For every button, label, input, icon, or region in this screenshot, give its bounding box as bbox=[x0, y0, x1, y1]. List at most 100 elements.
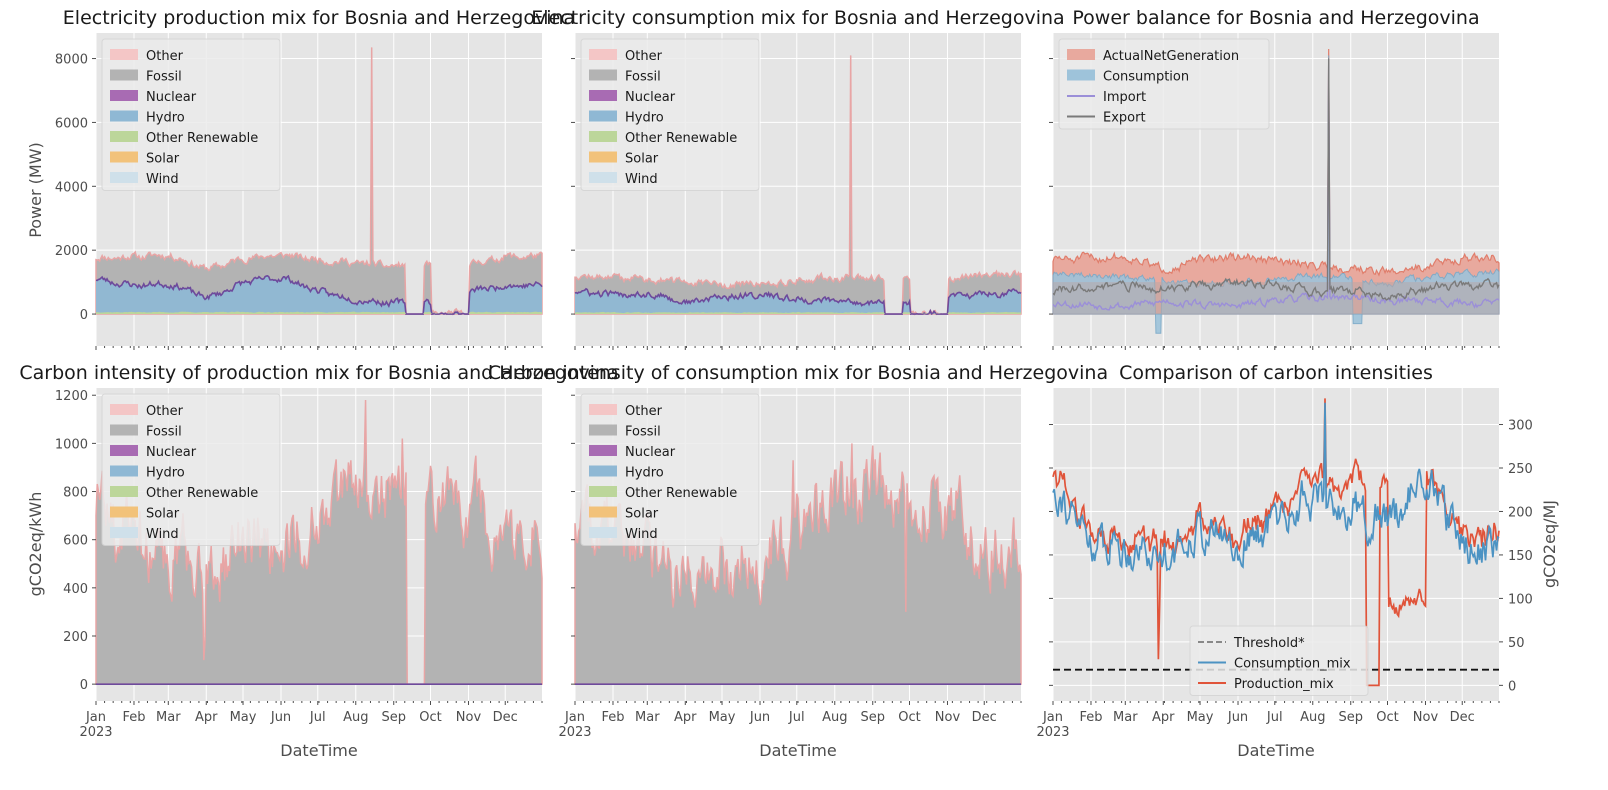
y-axis-label: gCO2eq/MJ bbox=[1540, 500, 1559, 588]
legend-swatch bbox=[589, 151, 617, 163]
legend-swatch bbox=[1067, 69, 1095, 81]
legend-label: Solar bbox=[625, 507, 659, 522]
legend-swatch bbox=[110, 172, 138, 183]
legend-swatch bbox=[110, 424, 138, 436]
legend-label: Nuclear bbox=[146, 445, 197, 460]
legend-label: Solar bbox=[146, 152, 180, 167]
legend-label: Wind bbox=[625, 172, 658, 187]
legend-swatch bbox=[589, 404, 617, 415]
legend: ActualNetGeneration Consumption Import Expo… bbox=[1058, 38, 1270, 130]
legend-label: Hydro bbox=[146, 111, 185, 126]
legend-swatch bbox=[110, 404, 138, 415]
x-tick-label: Jun bbox=[1227, 710, 1248, 725]
panel-ci_prod: Carbon intensity of production mix for B… bbox=[19, 362, 618, 760]
legend-swatch bbox=[589, 172, 617, 183]
legend-swatch bbox=[110, 465, 138, 477]
legend-swatch bbox=[589, 424, 617, 436]
legend-label: Fossil bbox=[146, 70, 182, 85]
legend-label: Import bbox=[1103, 90, 1146, 105]
legend: Other Fossil Nuclear Hydro Other Renewable So… bbox=[580, 38, 760, 191]
chart-title: Power balance for Bosnia and Herzegovina bbox=[1072, 7, 1479, 29]
legend-label: Wind bbox=[146, 527, 179, 542]
x-axis-label: DateTime bbox=[759, 741, 836, 760]
production-mix-line bbox=[1052, 398, 1500, 687]
legend-label: Other bbox=[146, 49, 184, 64]
legend-swatch bbox=[110, 151, 138, 163]
x-tick-label: May bbox=[709, 710, 736, 725]
y-tick-label: 800 bbox=[63, 486, 88, 501]
legend-label: Nuclear bbox=[146, 90, 197, 105]
legend-label: Wind bbox=[625, 527, 658, 542]
x-tick-label: Oct bbox=[419, 710, 441, 725]
legend-swatch bbox=[110, 506, 138, 518]
legend-swatch bbox=[589, 445, 617, 456]
x-tick-label: Aug bbox=[1300, 710, 1325, 725]
x-tick-label: Dec bbox=[493, 710, 518, 725]
y-tick-label: 0 bbox=[1508, 679, 1516, 694]
y-tick-label: 200 bbox=[1508, 505, 1533, 520]
y-tick-label: 6000 bbox=[55, 116, 88, 131]
legend-label: Other Renewable bbox=[625, 486, 737, 501]
legend-swatch bbox=[110, 90, 138, 101]
x-tick-label: May bbox=[1187, 710, 1214, 725]
chart-title: Electricity consumption mix for Bosnia a… bbox=[531, 7, 1064, 29]
x-year-label: 2023 bbox=[558, 725, 591, 740]
legend-swatch bbox=[110, 527, 138, 538]
legend-frame bbox=[1189, 625, 1369, 696]
chart-title: Carbon intensity of consumption mix for … bbox=[488, 362, 1108, 384]
legend-label: Hydro bbox=[625, 111, 664, 126]
x-axis-label: DateTime bbox=[280, 741, 357, 760]
legend: Other Fossil Nuclear Hydro Other Renewable So… bbox=[101, 38, 281, 191]
legend-frame bbox=[580, 38, 760, 191]
y-axis-label: gCO2eq/kWh bbox=[26, 492, 45, 597]
legend-label: Consumption_mix bbox=[1234, 657, 1351, 672]
legend: Threshold* Consumption_mix Production_mix bbox=[1189, 625, 1369, 696]
y-tick-label: 2000 bbox=[55, 244, 88, 259]
x-year-label: 2023 bbox=[1036, 725, 1069, 740]
legend-label: Other Renewable bbox=[146, 486, 258, 501]
x-axis-label: DateTime bbox=[1237, 741, 1314, 760]
legend-frame bbox=[1058, 38, 1270, 130]
legend-label: Fossil bbox=[625, 70, 661, 85]
y-tick-label: 1000 bbox=[55, 437, 88, 452]
legend-label: Other Renewable bbox=[625, 131, 737, 146]
x-tick-label: Jul bbox=[309, 710, 326, 725]
legend-label: Other bbox=[625, 404, 663, 419]
x-tick-label: Sep bbox=[860, 710, 885, 725]
legend-swatch bbox=[589, 90, 617, 101]
x-tick-label: Mar bbox=[156, 710, 181, 725]
legend-label: Other bbox=[625, 49, 663, 64]
legend-label: ActualNetGeneration bbox=[1103, 49, 1239, 64]
x-tick-label: Apr bbox=[195, 710, 218, 725]
legend-swatch bbox=[589, 110, 617, 122]
legend-label: Solar bbox=[146, 507, 180, 522]
chart-title: Carbon intensity of production mix for B… bbox=[19, 362, 618, 384]
x-tick-label: Sep bbox=[1338, 710, 1363, 725]
legend-frame bbox=[101, 393, 281, 546]
legend-swatch bbox=[589, 69, 617, 81]
x-tick-label: Sep bbox=[381, 710, 406, 725]
y-tick-label: 4000 bbox=[55, 180, 88, 195]
x-tick-label: Aug bbox=[343, 710, 368, 725]
y-tick-label: 50 bbox=[1508, 636, 1525, 651]
x-tick-label: Dec bbox=[1450, 710, 1475, 725]
x-tick-label: Jan bbox=[85, 710, 106, 725]
legend-swatch bbox=[589, 506, 617, 518]
legend-swatch bbox=[110, 445, 138, 456]
x-tick-label: Feb bbox=[122, 710, 145, 725]
x-tick-label: Oct bbox=[1376, 710, 1398, 725]
legend: Other Fossil Nuclear Hydro Other Renewable So… bbox=[580, 393, 760, 546]
legend-label: Hydro bbox=[625, 466, 664, 481]
legend-label: Other Renewable bbox=[146, 131, 258, 146]
panel-ci_cons: Carbon intensity of consumption mix for … bbox=[488, 362, 1108, 760]
consumption-mix-line bbox=[1052, 402, 1500, 573]
x-tick-label: Jan bbox=[564, 710, 585, 725]
panel-ci_compare: Comparison of carbon intensities 0 50 100 15… bbox=[1036, 362, 1559, 760]
x-tick-label: Jul bbox=[1266, 710, 1283, 725]
chart-title: Electricity production mix for Bosnia an… bbox=[63, 7, 575, 29]
legend-frame bbox=[101, 38, 281, 191]
legend-swatch bbox=[589, 527, 617, 538]
panel-power_balance: Power balance for Bosnia and Herzegovina… bbox=[1049, 7, 1500, 350]
legend-label: Other bbox=[146, 404, 184, 419]
